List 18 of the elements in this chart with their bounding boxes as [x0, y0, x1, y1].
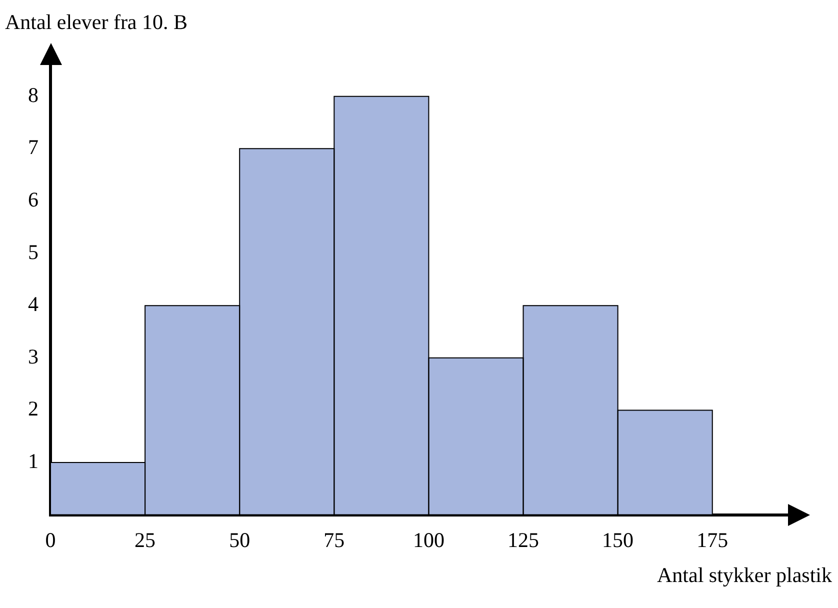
y-axis-title: Antal elever fra 10. B — [5, 10, 188, 35]
x-axis-title: Antal stykker plastik — [657, 562, 832, 588]
x-tick-label: 125 — [508, 528, 540, 552]
x-tick-label: 175 — [696, 528, 728, 552]
y-tick-label: 4 — [28, 292, 39, 316]
x-tick-label: 100 — [412, 528, 444, 552]
y-tick-label: 6 — [28, 188, 38, 212]
y-tick-label: 8 — [28, 82, 38, 107]
x-tick-label: 50 — [229, 528, 250, 552]
y-tick-label: 5 — [28, 240, 38, 264]
x-tick-label: 25 — [134, 528, 156, 552]
x-tick-label: 150 — [602, 528, 634, 552]
y-tick-label: 3 — [28, 344, 38, 368]
x-tick-label: 0 — [45, 528, 56, 552]
y-tick-label: 2 — [28, 396, 38, 421]
x-tick-label: 75 — [324, 528, 345, 552]
y-tick-label: 1 — [28, 449, 38, 474]
y-tick-label: 7 — [28, 135, 38, 160]
